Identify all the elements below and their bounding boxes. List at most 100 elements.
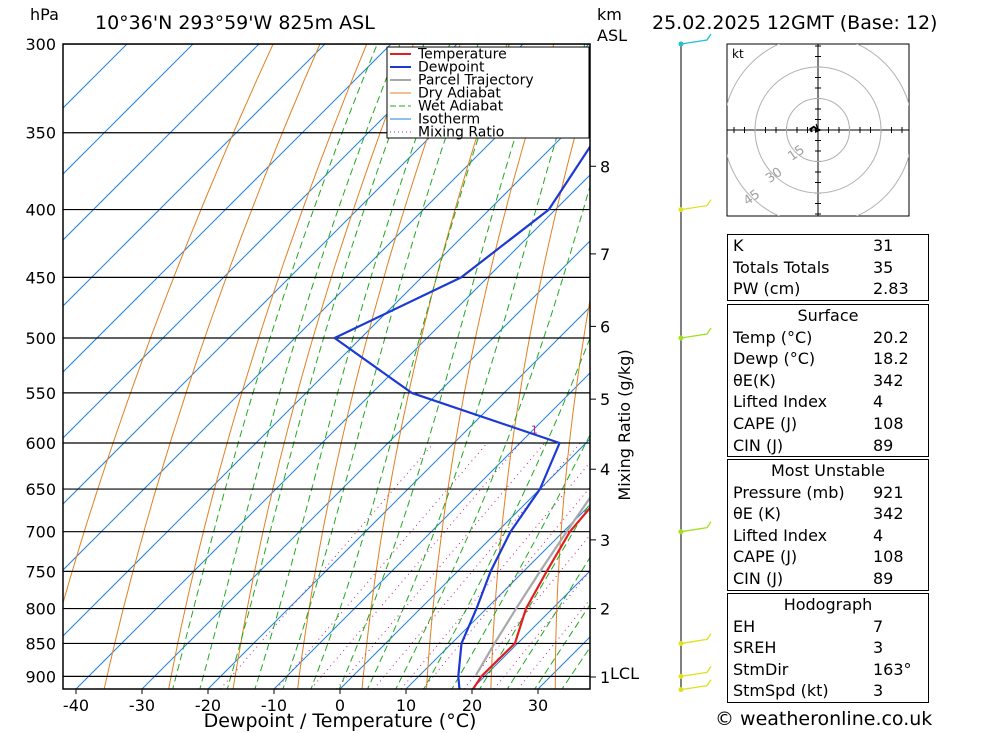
mu-value: 4 (873, 525, 884, 545)
wet-adiabat-line (395, 184, 590, 689)
x-tick-label: 20 (462, 696, 482, 715)
legend-label: Parcel Trajectory (418, 73, 534, 89)
km-tick-label: 1 (600, 668, 610, 687)
hodo-label: EH (733, 616, 756, 636)
surface-label: Temp (°C) (733, 327, 813, 347)
parcel-trajectory-line (475, 495, 590, 676)
x-axis-label: Dewpoint / Temperature (°C) (204, 710, 477, 732)
mixing-ratio-line (275, 442, 488, 689)
dry-adiabat-line (103, 44, 321, 689)
km-tick-label: 5 (600, 390, 610, 409)
x-tick-label: -30 (129, 696, 155, 715)
pressure-tick-label: 500 (25, 329, 56, 348)
pressure-tick-label: 350 (25, 124, 56, 143)
mixing-ratio-line (220, 442, 435, 689)
plot-frame (62, 43, 591, 690)
table-row: Lifted Index 4 (728, 525, 928, 547)
legend-label: Dewpoint (418, 60, 485, 76)
surface-label: CIN (J) (733, 435, 784, 455)
km-tick-label: 4 (600, 460, 610, 479)
km-tick-label: 3 (600, 531, 610, 550)
surface-value: 108 (873, 413, 904, 433)
mu-label: Lifted Index (733, 525, 828, 545)
location-title: 10°36'N 293°59'W 825m ASL (95, 12, 375, 34)
skewt-axes: 300350400450500550600650700750800850900-… (25, 35, 639, 715)
pressure-tick-label: 550 (25, 384, 56, 403)
surface-label: Lifted Index (733, 392, 828, 412)
pressure-tick-label: 650 (25, 480, 56, 499)
mu-label: Pressure (mb) (733, 482, 845, 502)
surface-label: CAPE (J) (733, 413, 798, 433)
table-row: Dewp (°C) 18.2 (728, 348, 928, 370)
legend-label: Temperature (417, 47, 507, 63)
wind-barb (680, 327, 712, 339)
wet-adiabat-line (282, 44, 479, 689)
most-unstable-title: Most Unstable (771, 461, 885, 480)
wet-adiabat-line (534, 603, 590, 689)
isotherm-line (75, 174, 590, 689)
hodo-value: 3 (873, 681, 884, 701)
km-tick-label: 7 (600, 245, 610, 264)
hodo-label: SREH (733, 638, 777, 658)
pressure-tick-label: 300 (25, 35, 56, 54)
x-tick-label: 30 (528, 696, 548, 715)
wet-adiabat-line (506, 556, 590, 689)
credit-link[interactable]: © weatheronline.co.uk (715, 708, 933, 730)
dry-adiabat-line (361, 44, 508, 689)
wind-barb (680, 199, 712, 211)
table-row: StmDir 163° (728, 659, 928, 681)
km-label: km (597, 5, 622, 24)
legend-label: Isotherm (418, 112, 480, 128)
mu-value: 108 (873, 547, 904, 567)
isotherm-line (63, 44, 194, 175)
legend-label: Wet Adiabat (418, 99, 504, 115)
hodograph-table: Hodograph EH 7 SREH 3 StmDir 163° StmSpd (k… (727, 593, 929, 703)
isotherm-line (273, 372, 590, 689)
hodograph-ring (754, 66, 882, 194)
isotherm-line (63, 44, 458, 439)
pressure-tick-label: 700 (25, 523, 56, 542)
mu-label: θE (K) (733, 504, 781, 524)
wind-profile (678, 33, 712, 693)
mu-label: CAPE (J) (733, 547, 798, 567)
surface-value: 20.2 (873, 327, 909, 347)
wet-adiabat-line (366, 44, 586, 689)
wind-barb (680, 521, 712, 533)
asl-label: ASL (597, 26, 627, 45)
most-unstable-table: Most Unstable Pressure (mb) 921 θE (K) 342… (727, 459, 929, 591)
mixing-ratio-label: 1 (531, 423, 538, 436)
dry-adiabat-line (168, 44, 368, 689)
table-row: CIN (J) 89 (728, 435, 928, 457)
index-label: PW (cm) (733, 279, 801, 299)
pressure-tick-label: 750 (25, 562, 56, 581)
datetime-title: 25.02.2025 12GMT (Base: 12) (652, 12, 937, 34)
table-row: Totals Totals 35 (728, 257, 928, 279)
isotherm-line (63, 44, 326, 307)
index-value: 31 (873, 236, 894, 255)
wind-barb (680, 665, 712, 677)
pressure-tick-label: 450 (25, 268, 56, 287)
km-tick-label: 8 (600, 157, 610, 176)
table-row: CIN (J) 89 (728, 568, 928, 590)
pressure-tick-label: 600 (25, 434, 56, 453)
x-tick-label: -10 (261, 696, 287, 715)
dry-adiabat-line (63, 44, 274, 605)
pressure-tick-label: 400 (25, 201, 56, 220)
surface-value: 18.2 (873, 349, 909, 369)
x-tick-label: -40 (63, 696, 89, 715)
wet-adiabat-line (199, 44, 401, 689)
km-tick-label: 6 (600, 317, 610, 336)
index-value: 2.83 (873, 279, 909, 299)
wind-barb (680, 633, 712, 645)
hodo-value: 163° (873, 659, 912, 679)
pressure-tick-label: 850 (25, 634, 56, 653)
index-label: K (733, 236, 744, 255)
table-row: PW (cm) 2.83 (728, 278, 928, 300)
hodo-label: StmSpd (kt) (733, 681, 829, 701)
km-tick-label: 2 (600, 600, 610, 619)
isotherm-line (405, 504, 590, 689)
pressure-tick-label: 900 (25, 667, 56, 686)
index-label: Totals Totals (733, 257, 830, 277)
surface-label: θE(K) (733, 370, 776, 390)
